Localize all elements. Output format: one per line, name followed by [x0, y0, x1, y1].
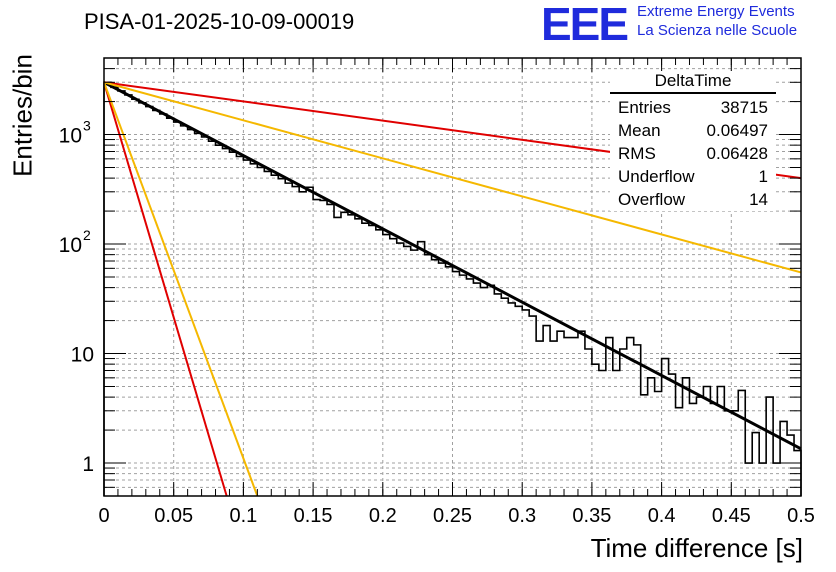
logo-line-2: La Scienza nelle Scuole — [637, 22, 798, 39]
logo-line-1: Extreme Energy Events — [637, 3, 795, 20]
fit-line-lower-slow — [103, 81, 802, 274]
stats-row-overflow: Overflow 14 — [610, 188, 776, 211]
y-tick-label: 1 — [82, 453, 94, 476]
chart-title: PISA-01-2025-10-09-00019 — [84, 9, 355, 34]
stats-label: Mean — [618, 121, 661, 140]
histogram-layer — [103, 81, 802, 496]
stats-value: 0.06428 — [706, 144, 768, 163]
stats-box: DeltaTime Entries 38715 Mean 0.06497 RMS… — [610, 71, 776, 211]
stats-row-rms: RMS 0.06428 — [610, 142, 776, 165]
stats-row-underflow: Underflow 1 — [610, 165, 776, 188]
histogram-step-line — [103, 81, 802, 496]
x-tick-label: 0.45 — [712, 505, 751, 527]
stats-row-mean: Mean 0.06497 — [610, 119, 776, 142]
x-tick-label: 0.4 — [648, 505, 676, 527]
x-tick-label: 0.05 — [154, 505, 193, 527]
stats-value: 0.06497 — [706, 121, 768, 140]
x-tick-label: 0.2 — [369, 505, 397, 527]
fit-line-fit — [103, 80, 802, 451]
axis-ticks — [103, 57, 802, 497]
y-tick-label: 10 — [59, 234, 82, 257]
y-tick-exponent: 3 — [83, 118, 91, 134]
stats-value: 38715 — [720, 98, 768, 117]
x-tick-label: 0.15 — [294, 505, 333, 527]
y-tick-label: 10 — [71, 344, 94, 367]
stats-label: Underflow — [618, 167, 695, 186]
stats-value: 14 — [749, 190, 768, 209]
stats-value: 1 — [758, 167, 768, 186]
x-tick-label: 0.1 — [229, 505, 257, 527]
eee-logo: EEE — [541, 0, 629, 50]
logo-subtitle: Extreme Energy Events La Scienza nelle S… — [637, 2, 797, 40]
y-tick-label: 10 — [59, 125, 82, 148]
x-tick-label: 0.5 — [787, 505, 815, 527]
tick-labels: 0 0.05 0.1 0.15 0.2 0.25 0.3 0.35 0.4 0.45 0.5 1 10 1… — [59, 118, 815, 527]
x-tick-label: 0 — [98, 505, 109, 527]
stats-name: DeltaTime — [610, 71, 776, 94]
stats-label: Entries — [618, 98, 671, 117]
stats-label: RMS — [618, 144, 656, 163]
fit-line-lower-fast — [103, 81, 259, 497]
stats-row-entries: Entries 38715 — [610, 96, 776, 119]
x-tick-label: 0.3 — [508, 505, 536, 527]
x-tick-label: 0.25 — [433, 505, 472, 527]
stats-label: Overflow — [618, 190, 686, 209]
x-axis-label: Time difference [s] — [590, 533, 803, 563]
x-tick-label: 0.35 — [572, 505, 611, 527]
y-tick-exponent: 2 — [83, 227, 91, 243]
y-axis-label: Entries/bin — [7, 54, 38, 177]
fit-line-upper-fast — [103, 82, 228, 497]
